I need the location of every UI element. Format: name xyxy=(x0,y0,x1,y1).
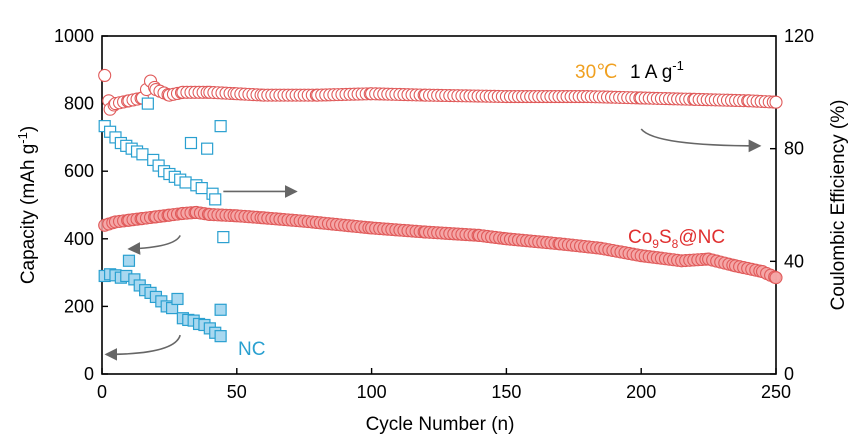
series-3-point-18 xyxy=(195,182,208,195)
co9s8-nc-label: Co9S8@NC xyxy=(628,227,725,251)
series-3-point-22 xyxy=(214,120,227,133)
y-right-tick-label-0: 0 xyxy=(784,364,794,384)
x-tick-label-0: 0 xyxy=(97,382,107,402)
series-3-point-15 xyxy=(179,176,192,189)
series-2-point-14 xyxy=(171,292,184,306)
rate-label-main: 1 A g xyxy=(630,62,672,83)
y-left-tick-label-2: 400 xyxy=(64,229,94,249)
y-left-axis-title-end: ) xyxy=(18,126,39,132)
x-tick-label-4: 200 xyxy=(626,382,656,402)
y-left-tick-label-4: 800 xyxy=(64,94,94,114)
y-right-tick-label-2: 80 xyxy=(784,139,804,159)
y-left-axis-title-main: Capacity (mAh g xyxy=(18,144,39,284)
series-1-point-176 xyxy=(769,95,783,109)
y-left-tick-label-1: 200 xyxy=(64,296,94,316)
co9s8-sub2: 8 xyxy=(672,237,679,251)
arrow-nc-capacity xyxy=(104,334,181,361)
nc-outlier-0 xyxy=(217,231,230,244)
y-left-tick-label-0: 0 xyxy=(84,364,94,384)
series-3-point-19 xyxy=(201,142,214,155)
rate-label: 1 A g-1 xyxy=(630,58,684,83)
co9s8-sub1: 9 xyxy=(652,237,659,251)
y-right-tick-label-3: 120 xyxy=(784,26,814,46)
x-tick-label-5: 250 xyxy=(761,382,791,402)
series-0-point-176 xyxy=(769,271,783,285)
y-left-axis-title-sup: -1 xyxy=(15,132,30,144)
plot-frame xyxy=(101,35,777,375)
arrow-co9s8-capacity xyxy=(127,234,181,255)
y-right-axis-title: Coulombic Efficiency (%) xyxy=(828,100,849,311)
co9s8-mid: S xyxy=(659,227,672,248)
series-3-point-7 xyxy=(136,148,149,161)
temperature-label: 30℃ xyxy=(575,62,617,83)
series-1-point-0 xyxy=(98,68,112,82)
rate-label-sup: -1 xyxy=(672,58,684,73)
arrow-co9s8-efficiency xyxy=(640,128,762,153)
series-2-point-5 xyxy=(122,254,136,267)
points-layer xyxy=(98,68,783,343)
series-3-point-16 xyxy=(184,136,198,150)
y-right-tick-label-1: 40 xyxy=(784,251,804,271)
co9s8-suffix: @NC xyxy=(678,227,725,248)
y-left-tick-label-5: 1000 xyxy=(54,26,94,46)
nc-label: NC xyxy=(238,339,265,360)
series-3-point-8 xyxy=(141,97,154,110)
arrows-layer xyxy=(104,128,762,361)
x-tick-label-2: 100 xyxy=(357,382,387,402)
series-3-point-21 xyxy=(209,193,222,206)
co9s8-prefix: Co xyxy=(628,227,652,248)
nc-outlier-1 xyxy=(214,303,227,316)
x-tick-label-3: 150 xyxy=(491,382,521,402)
x-axis-title: Cycle Number (n) xyxy=(366,414,515,435)
y-left-tick-label-3: 600 xyxy=(64,161,94,181)
series-2-point-22 xyxy=(214,330,227,343)
y-left-axis-title: Capacity (mAh g-1) xyxy=(15,126,39,284)
x-tick-label-1: 50 xyxy=(227,382,247,402)
